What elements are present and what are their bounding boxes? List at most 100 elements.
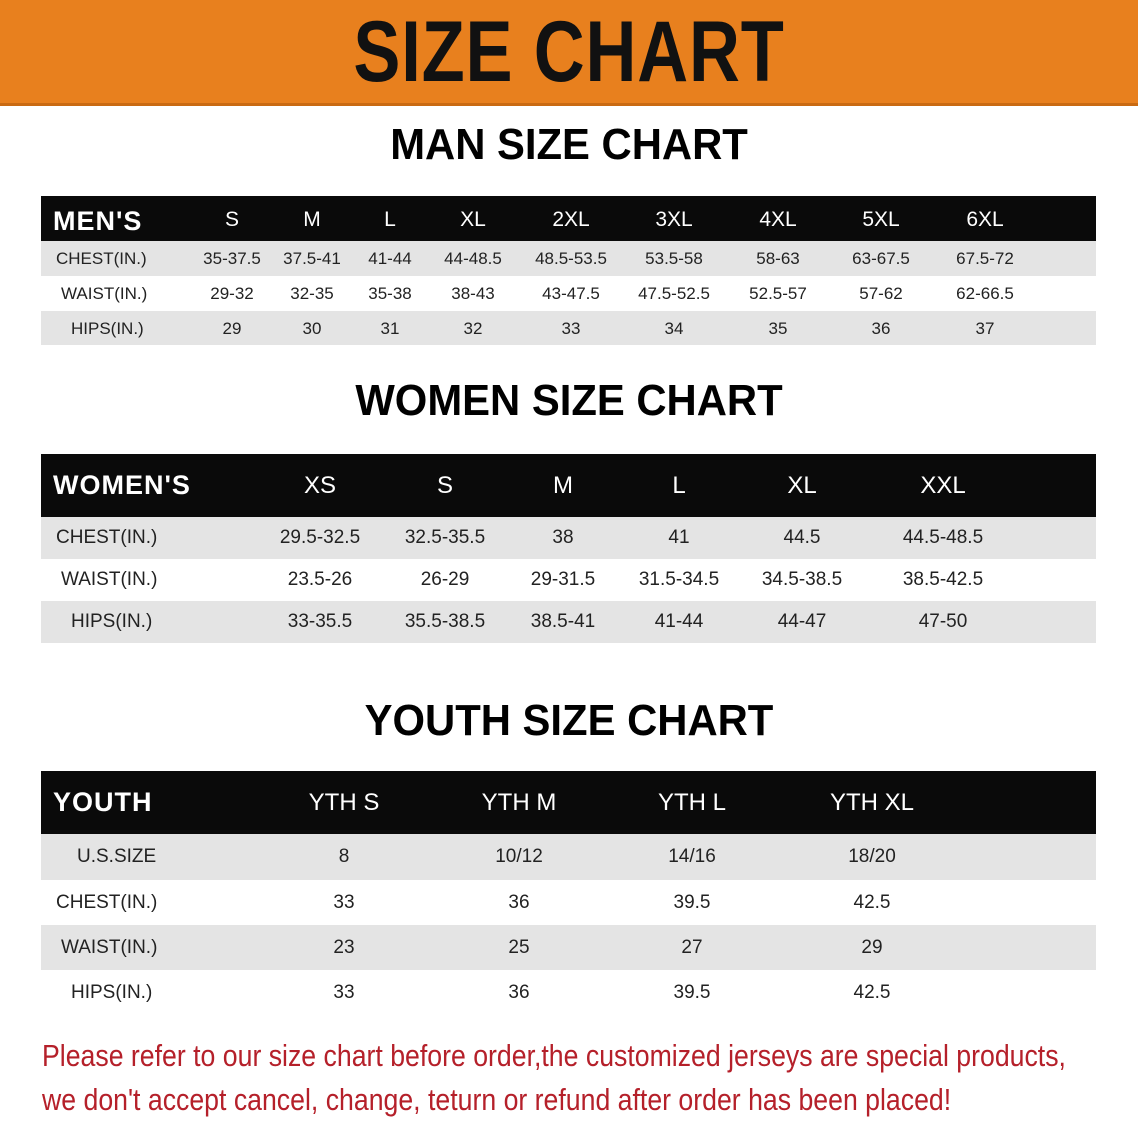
table-cell: 23.5-26 bbox=[287, 569, 353, 590]
table-cell: 44.5 bbox=[783, 527, 821, 548]
table-cell: 41-44 bbox=[654, 611, 704, 632]
youth-section-title: YOUTH SIZE CHART bbox=[364, 696, 774, 745]
row-label: U.S.SIZE bbox=[77, 846, 157, 867]
table-cell: 57-62 bbox=[859, 284, 903, 303]
table-cell: 25 bbox=[508, 937, 530, 958]
table-cell: 37 bbox=[975, 319, 995, 338]
table-cell: 37.5-41 bbox=[283, 249, 341, 268]
table-cell: 44.5-48.5 bbox=[902, 527, 984, 548]
notice-line-2: we don't accept cancel, change, teturn o… bbox=[42, 1082, 952, 1117]
table-cell: 38 bbox=[552, 527, 574, 548]
table-cell: 42.5 bbox=[853, 982, 891, 1003]
header-size: S bbox=[436, 472, 454, 499]
youth-size-table: YOUTH YTH S YTH M YTH L YTH XL U.S.SIZE 8 10/12… bbox=[41, 771, 1096, 1015]
table-cell: 38.5-42.5 bbox=[902, 569, 984, 590]
header-size: YTH S bbox=[308, 789, 380, 816]
table-cell: 67.5-72 bbox=[956, 249, 1014, 268]
table-cell: 29-32 bbox=[210, 284, 254, 303]
table-cell: 27 bbox=[681, 937, 703, 958]
table-cell: 29 bbox=[861, 937, 883, 958]
notice-line-1: Please refer to our size chart before or… bbox=[42, 1038, 1066, 1073]
table-cell: 47-50 bbox=[918, 611, 968, 632]
table-cell: 18/20 bbox=[848, 846, 896, 867]
row-label: HIPS(IN.) bbox=[71, 319, 144, 338]
table-cell: 36 bbox=[508, 892, 530, 913]
row-label: HIPS(IN.) bbox=[71, 611, 153, 632]
header-size: 5XL bbox=[862, 208, 900, 231]
table-cell: 36 bbox=[508, 982, 530, 1003]
row-label: CHEST(IN.) bbox=[56, 527, 158, 548]
table-cell: 47.5-52.5 bbox=[638, 284, 710, 303]
header-size: 2XL bbox=[552, 208, 590, 231]
table-row: WAIST(IN.) 23 25 27 29 bbox=[41, 925, 1096, 970]
table-cell: 33 bbox=[561, 319, 581, 338]
header-size: L bbox=[672, 472, 686, 499]
table-cell: 35 bbox=[768, 319, 788, 338]
header-size: YTH L bbox=[657, 789, 727, 816]
table-cell: 8 bbox=[338, 846, 350, 867]
table-cell: 33-35.5 bbox=[287, 611, 353, 632]
row-label: CHEST(IN.) bbox=[56, 892, 158, 913]
table-cell: 23 bbox=[333, 937, 355, 958]
table-cell: 38-43 bbox=[451, 284, 495, 303]
table-cell: 48.5-53.5 bbox=[535, 249, 607, 268]
table-row: HIPS(IN.) 33 36 39.5 42.5 bbox=[41, 970, 1096, 1015]
table-cell: 42.5 bbox=[853, 892, 891, 913]
header-size: XS bbox=[303, 472, 337, 499]
table-cell: 14/16 bbox=[668, 846, 716, 867]
table-cell: 41 bbox=[668, 527, 690, 548]
table-cell: 31 bbox=[380, 319, 400, 338]
table-row: WAIST(IN.) 23.5-26 26-29 29-31.5 31.5-34.5 34… bbox=[41, 559, 1096, 601]
table-row: CHEST(IN.) 33 36 39.5 42.5 bbox=[41, 880, 1096, 925]
row-label: WAIST(IN.) bbox=[61, 284, 148, 303]
table-cell: 33 bbox=[333, 892, 355, 913]
table-cell: 58-63 bbox=[756, 249, 800, 268]
table-cell: 32 bbox=[463, 319, 483, 338]
header-size: YTH XL bbox=[829, 789, 915, 816]
table-cell: 34 bbox=[664, 319, 684, 338]
table-cell: 38.5-41 bbox=[530, 611, 596, 632]
table-cell: 39.5 bbox=[673, 982, 711, 1003]
table-cell: 35-37.5 bbox=[203, 249, 261, 268]
table-cell: 41-44 bbox=[368, 249, 412, 268]
table-cell: 52.5-57 bbox=[749, 284, 807, 303]
men-size-table: MEN'S S M L XL 2XL 3XL 4XL 5XL 6XL CHEST(IN.) 35-37… bbox=[41, 196, 1096, 345]
table-cell: 33 bbox=[333, 982, 355, 1003]
table-header-row: MEN'S S M L XL 2XL 3XL 4XL 5XL 6XL bbox=[41, 196, 1096, 241]
table-cell: 44-48.5 bbox=[444, 249, 502, 268]
table-cell: 53.5-58 bbox=[645, 249, 703, 268]
women-size-table: WOMEN'S XS S M L XL XXL CHEST(IN.) 29.5-32.5 32.5… bbox=[41, 454, 1096, 643]
table-cell: 36 bbox=[871, 319, 891, 338]
table-cell: 26-29 bbox=[420, 569, 470, 590]
men-section-title: MAN SIZE CHART bbox=[390, 120, 748, 169]
table-cell: 43-47.5 bbox=[542, 284, 600, 303]
table-row: WAIST(IN.) 29-32 32-35 35-38 38-43 43-47.5 47.… bbox=[41, 276, 1096, 311]
header-label: WOMEN'S bbox=[53, 470, 191, 500]
size-chart-banner: SIZE CHART bbox=[0, 0, 1138, 106]
table-cell: 63-67.5 bbox=[852, 249, 910, 268]
header-size: XL bbox=[787, 472, 817, 499]
row-label: WAIST(IN.) bbox=[61, 569, 158, 590]
header-size: 6XL bbox=[966, 208, 1004, 231]
table-cell: 32.5-35.5 bbox=[404, 527, 486, 548]
table-header-row: WOMEN'S XS S M L XL XXL bbox=[41, 454, 1096, 517]
women-section-title: WOMEN SIZE CHART bbox=[355, 376, 783, 425]
table-cell: 35-38 bbox=[368, 284, 412, 303]
table-cell: 29.5-32.5 bbox=[279, 527, 361, 548]
header-size: XXL bbox=[920, 472, 966, 499]
header-label: YOUTH bbox=[53, 787, 153, 817]
row-label: HIPS(IN.) bbox=[71, 982, 153, 1003]
header-size: M bbox=[303, 208, 321, 231]
table-row: CHEST(IN.) 29.5-32.5 32.5-35.5 38 41 44.5 44.5… bbox=[41, 517, 1096, 559]
table-header-row: YOUTH YTH S YTH M YTH L YTH XL bbox=[41, 771, 1096, 834]
header-size: L bbox=[384, 208, 396, 231]
table-cell: 62-66.5 bbox=[956, 284, 1014, 303]
header-size: M bbox=[553, 472, 573, 499]
header-size: S bbox=[224, 208, 240, 231]
header-size: XL bbox=[460, 208, 486, 231]
table-cell: 10/12 bbox=[495, 846, 543, 867]
table-cell: 29 bbox=[222, 319, 242, 338]
table-cell: 35.5-38.5 bbox=[404, 611, 486, 632]
table-cell: 30 bbox=[302, 319, 322, 338]
table-cell: 29-31.5 bbox=[530, 569, 596, 590]
